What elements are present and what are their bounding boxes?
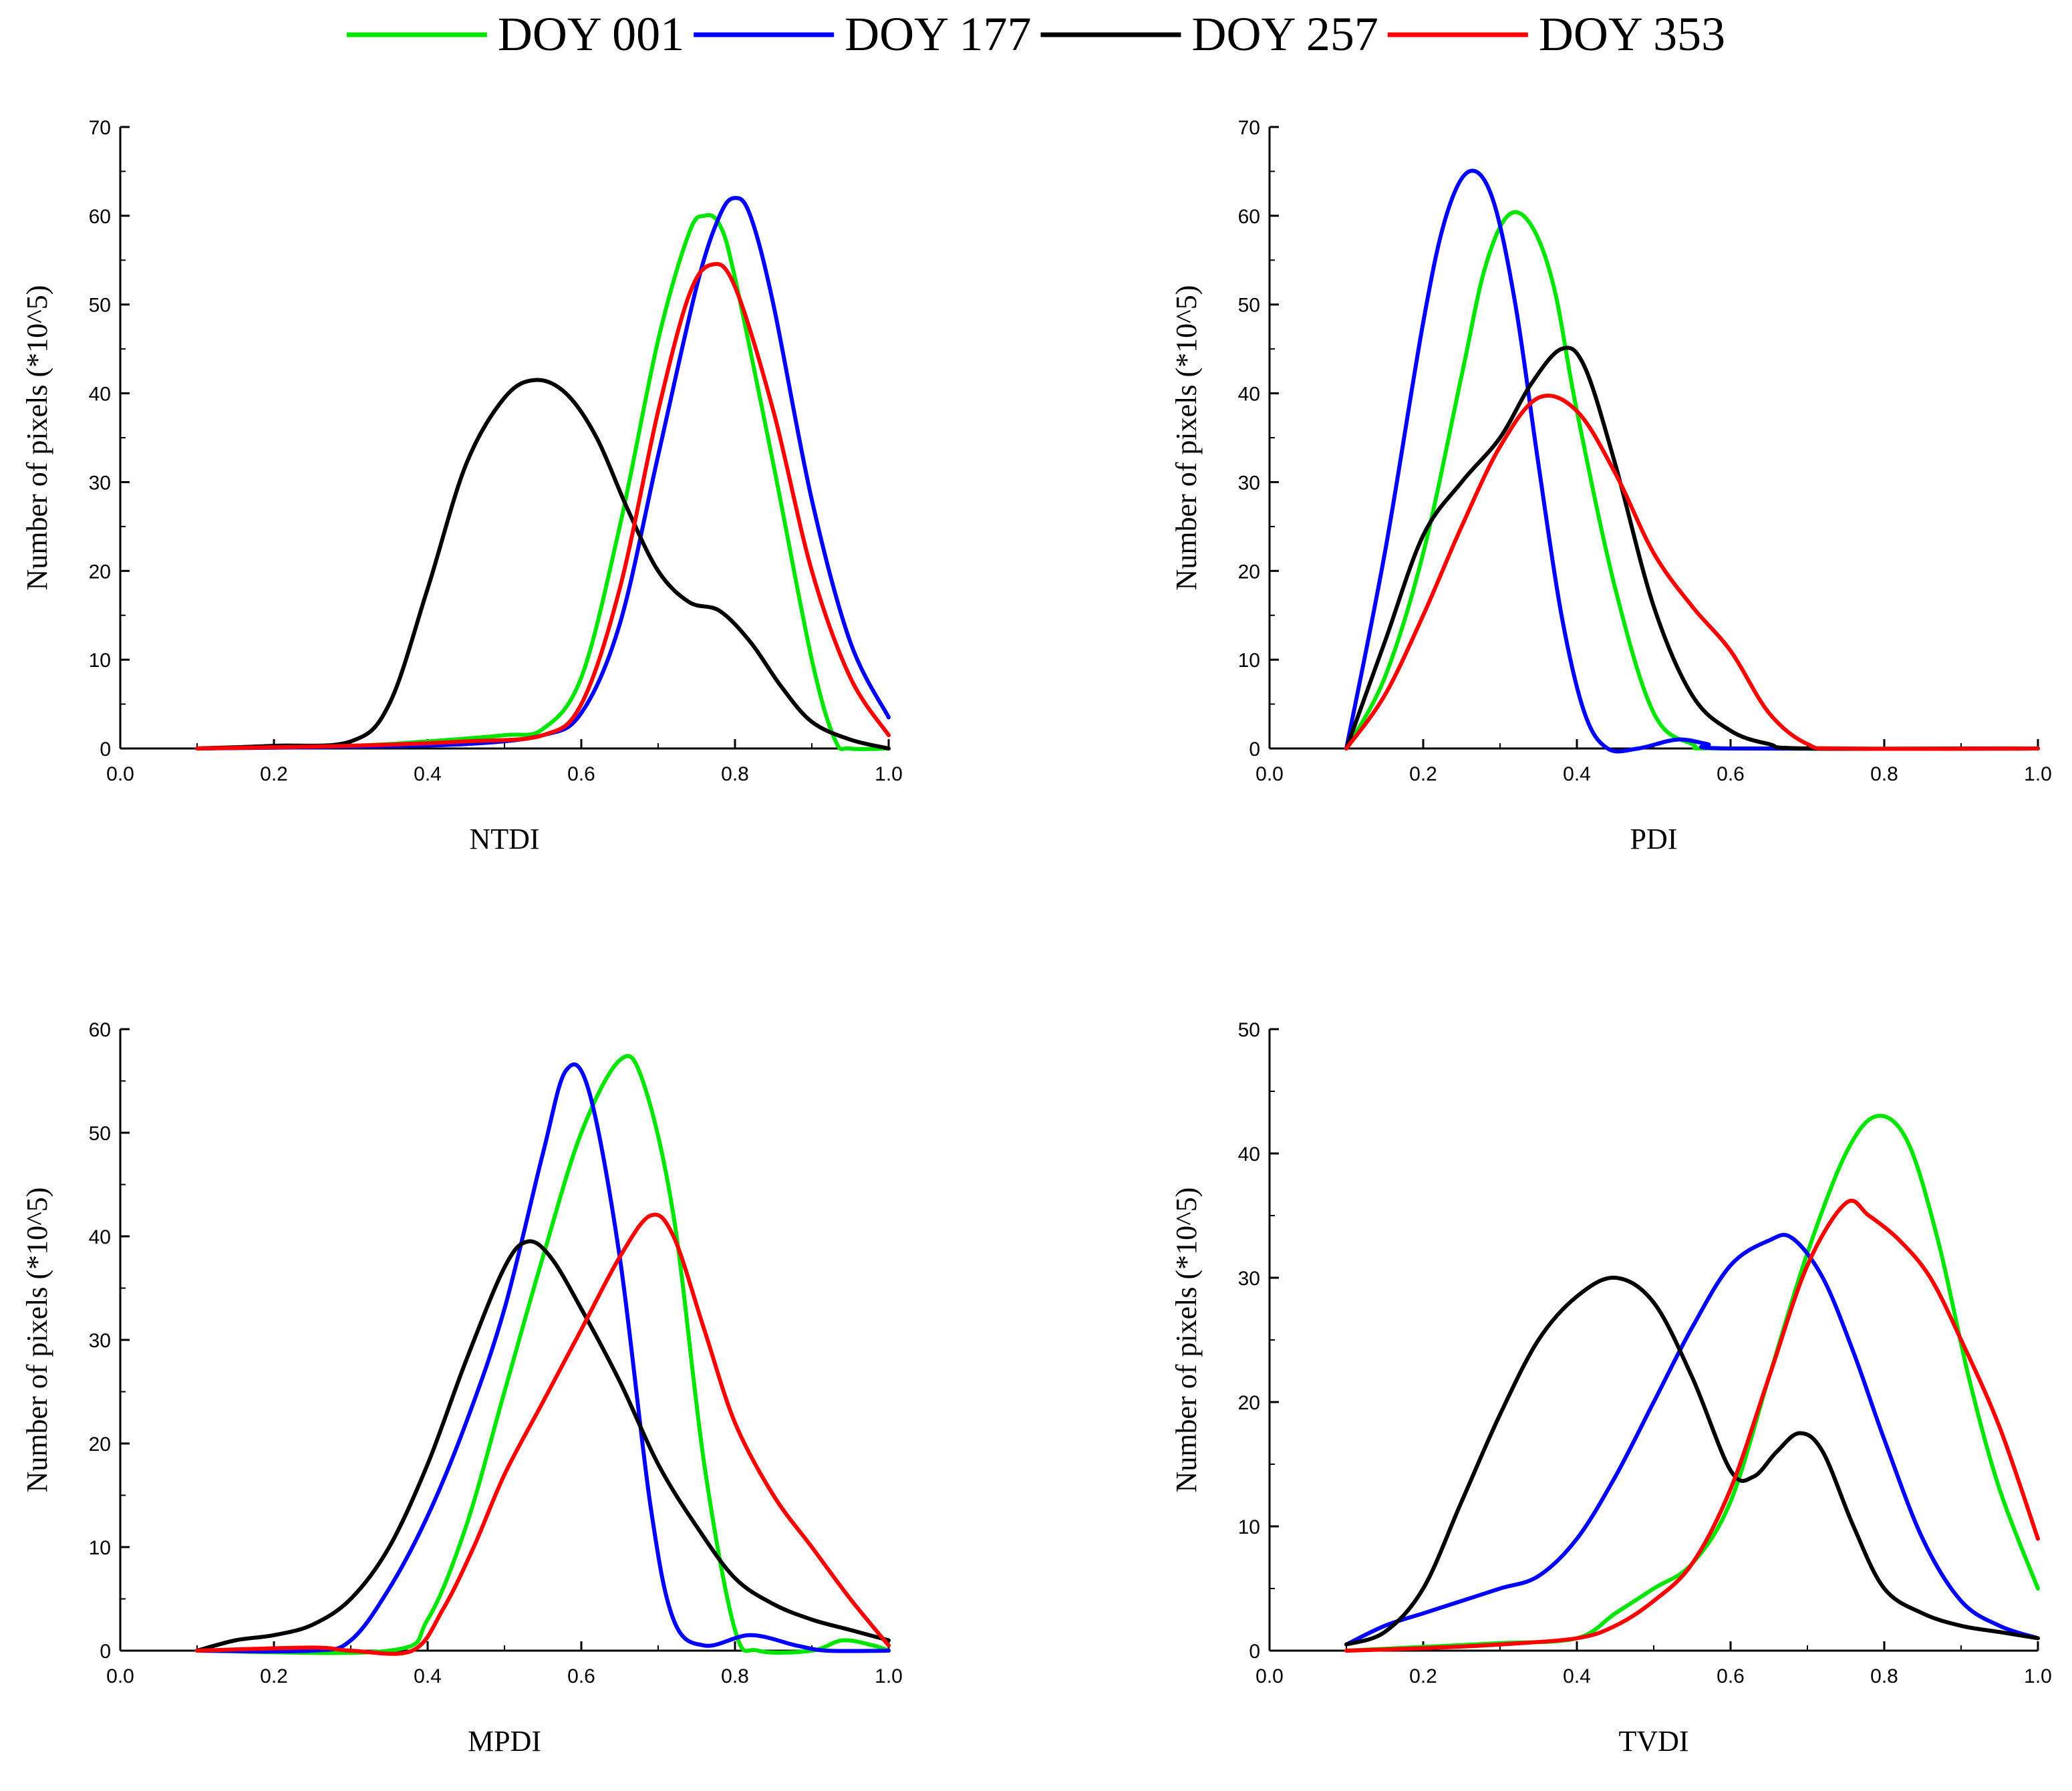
series-line-doy-257 (1344, 346, 2040, 751)
x-tick-label: 0.4 (1563, 1665, 1591, 1687)
tvdi-chart: 0.0 0.2 0.4 0.6 0.8 1.0 0 10 20 30 40 50 TVDI Number … (1170, 1019, 2052, 1758)
y-tick-label: 10 (89, 1537, 111, 1559)
series-line-doy-353 (195, 1212, 891, 1656)
x-tick-label: 0.6 (1717, 1665, 1745, 1687)
y-tick-label: 0 (100, 738, 111, 761)
x-tick-label: 0.0 (106, 1665, 134, 1687)
x-tick-label: 0.2 (1409, 763, 1437, 785)
y-tick-label: 50 (89, 295, 111, 317)
y-tick-label: 50 (1238, 1019, 1260, 1041)
x-tick-label: 0.4 (414, 763, 442, 785)
legend-item: DOY 177 (694, 7, 1032, 61)
y-tick-label: 10 (89, 650, 111, 672)
x-axis-title: TVDI (1618, 1725, 1688, 1758)
legend-label: DOY 001 (498, 7, 684, 61)
series-line-doy-177 (1344, 168, 2040, 754)
x-tick-label: 0.2 (1409, 1665, 1437, 1687)
y-tick-label: 60 (1238, 206, 1260, 228)
x-tick-label: 1.0 (875, 763, 903, 785)
y-tick-label: 20 (1238, 561, 1260, 583)
legend-item: DOY 353 (1387, 7, 1725, 61)
series-line-doy-177 (195, 196, 891, 750)
y-tick-label: 30 (89, 472, 111, 494)
series-line-doy-257 (1344, 1275, 2040, 1647)
legend-label: DOY 257 (1192, 7, 1378, 61)
legend-label: DOY 353 (1539, 7, 1725, 61)
series-line-doy-257 (195, 378, 891, 750)
y-axis-title: Number of pixels (*10^5) (21, 1188, 53, 1493)
y-tick-label: 50 (89, 1123, 111, 1145)
y-tick-label: 0 (100, 1641, 111, 1663)
x-tick-label: 0.4 (1563, 763, 1591, 785)
y-tick-label: 70 (1238, 117, 1260, 139)
y-tick-label: 40 (89, 1226, 111, 1248)
legend-label: DOY 177 (845, 7, 1031, 61)
series-line-doy-353 (1344, 393, 2040, 751)
legend-item: DOY 001 (346, 7, 684, 61)
series-line-doy-001 (195, 1054, 891, 1655)
legend: DOY 001 DOY 177 DOY 257 DOY 353 (346, 7, 1725, 61)
y-axis-title: Number of pixels (*10^5) (21, 285, 53, 591)
x-tick-label: 0.6 (1717, 763, 1745, 785)
x-tick-label: 0.8 (1870, 763, 1898, 785)
y-axis-title: Number of pixels (*10^5) (1170, 285, 1203, 591)
y-tick-label: 70 (89, 117, 111, 139)
y-tick-label: 30 (1238, 1268, 1260, 1290)
series-line-doy-001 (1344, 210, 2040, 751)
x-axis-title: PDI (1630, 823, 1678, 855)
series-line-doy-353 (195, 262, 891, 750)
x-tick-label: 0.8 (1870, 1665, 1898, 1687)
series-line-doy-177 (1344, 1232, 2040, 1647)
series-line-doy-001 (195, 213, 891, 751)
x-tick-label: 0.0 (106, 763, 134, 785)
x-tick-label: 0.2 (260, 1665, 288, 1687)
y-tick-label: 20 (89, 561, 111, 583)
x-tick-label: 0.8 (721, 1665, 749, 1687)
y-tick-label: 40 (1238, 1143, 1260, 1165)
y-tick-label: 0 (1249, 738, 1260, 761)
ntdi-chart: 0.0 0.2 0.4 0.6 0.8 1.0 0 10 20 30 40 50 60 70 NTDI Num… (21, 117, 903, 855)
x-tick-label: 1.0 (2024, 763, 2052, 785)
x-tick-label: 1.0 (875, 1665, 903, 1687)
y-tick-label: 30 (89, 1330, 111, 1352)
y-tick-label: 20 (1238, 1392, 1260, 1414)
x-tick-label: 0.4 (414, 1665, 442, 1687)
y-tick-label: 60 (89, 206, 111, 228)
series-line-doy-177 (195, 1062, 891, 1654)
y-tick-label: 50 (1238, 295, 1260, 317)
legend-item: DOY 257 (1040, 7, 1378, 61)
y-tick-label: 20 (89, 1433, 111, 1456)
y-tick-label: 10 (1238, 1516, 1260, 1538)
x-tick-label: 0.0 (1255, 763, 1284, 785)
x-tick-label: 0.2 (260, 763, 288, 785)
x-axis-title: NTDI (469, 823, 539, 855)
x-tick-label: 1.0 (2024, 1665, 2052, 1687)
x-tick-label: 0.8 (721, 763, 749, 785)
x-tick-label: 0.0 (1255, 1665, 1284, 1687)
y-tick-label: 10 (1238, 650, 1260, 672)
x-tick-label: 0.6 (567, 763, 595, 785)
series-line-doy-257 (195, 1239, 891, 1653)
y-tick-label: 0 (1249, 1641, 1260, 1663)
y-tick-label: 40 (1238, 384, 1260, 406)
x-axis-title: MPDI (468, 1725, 541, 1758)
pdi-chart: 0.0 0.2 0.4 0.6 0.8 1.0 0 10 20 30 40 50 60 70 PDI Numb… (1170, 117, 2052, 855)
series-line-doy-353 (1344, 1198, 2040, 1653)
y-tick-label: 60 (89, 1019, 111, 1041)
series-line-doy-001 (1344, 1113, 2040, 1653)
mpdi-chart: 0.0 0.2 0.4 0.6 0.8 1.0 0 10 20 30 40 50 60 MPDI Numbe… (21, 1019, 903, 1758)
y-tick-label: 30 (1238, 472, 1260, 494)
y-axis-title: Number of pixels (*10^5) (1170, 1188, 1203, 1493)
x-tick-label: 0.6 (567, 1665, 595, 1687)
y-tick-label: 40 (89, 384, 111, 406)
